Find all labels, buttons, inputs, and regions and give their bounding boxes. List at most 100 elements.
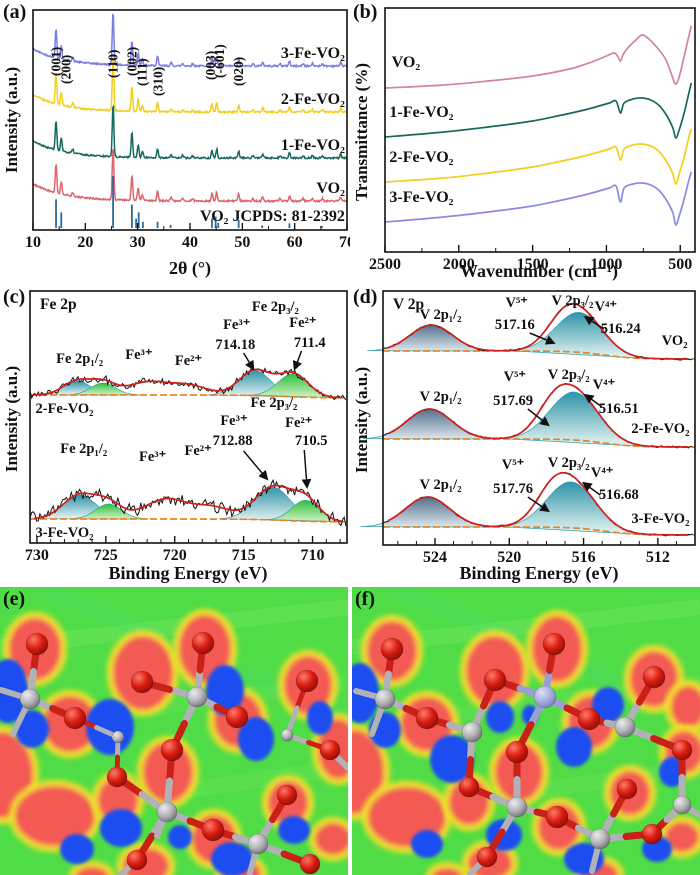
xps-peak-label: Fe²⁺ bbox=[184, 443, 212, 459]
x-tick-label: 512 bbox=[646, 549, 670, 566]
v2p-y-axis-label: Intensity (a.u.) bbox=[352, 366, 372, 474]
xps-peak-label: V 2p₁/₂ bbox=[420, 389, 462, 405]
o-atom bbox=[577, 707, 601, 731]
xps-peak-label: 711.4 bbox=[294, 335, 326, 351]
x-tick-label: 2500 bbox=[369, 256, 401, 273]
xps-peak-label: 710.5 bbox=[295, 433, 328, 449]
fe-atom bbox=[533, 685, 557, 709]
x-tick-label: 524 bbox=[423, 549, 447, 566]
xps-peak-label: V⁴⁺ bbox=[593, 377, 616, 393]
x-tick-label: 500 bbox=[668, 256, 692, 273]
o-atom bbox=[380, 637, 404, 661]
xps-peak-label: V 2p₃/₂ bbox=[548, 455, 590, 471]
o-atom bbox=[295, 669, 319, 693]
xrd-curve-VO₂: VO₂ bbox=[32, 148, 348, 204]
annotation-arrow bbox=[581, 481, 601, 496]
v-atom bbox=[186, 686, 208, 708]
miller-index-label: (-601) bbox=[212, 44, 227, 78]
xps-baseline bbox=[30, 518, 345, 523]
miller-index-label: (020) bbox=[231, 57, 246, 86]
xps-peak-label: Fe³⁺ bbox=[125, 347, 153, 363]
x-tick-label: 40 bbox=[182, 234, 198, 251]
ftir-y-axis-label: Transmittance (%) bbox=[352, 62, 371, 202]
x-tick-label: 1500 bbox=[517, 256, 549, 273]
ftir-curve-2-Fe-VO₂: 2-Fe-VO₂ bbox=[384, 128, 693, 185]
v-atom bbox=[156, 801, 178, 823]
o-atom bbox=[671, 739, 693, 761]
xrd-series-label: VO₂ bbox=[316, 180, 345, 197]
x-tick-label: 520 bbox=[497, 549, 521, 566]
panel-label-a: (a) bbox=[3, 1, 27, 23]
v-atom bbox=[19, 688, 41, 710]
xps-peak-label: V⁵⁺ bbox=[505, 295, 528, 311]
v-atom bbox=[672, 795, 692, 815]
axis: 730 725 720 715 710 bbox=[25, 290, 348, 564]
v-atom bbox=[247, 833, 269, 855]
o-atom bbox=[126, 849, 148, 871]
panel-label-e: (e) bbox=[3, 588, 26, 610]
xps-fitted-peak bbox=[69, 503, 149, 520]
fe2p-x-axis-label: Binding Energy (eV) bbox=[108, 563, 268, 583]
jcpds-sticks: VO₂ JCPDS: 81-2392 bbox=[55, 176, 345, 228]
xrd-series-label: 2-Fe-VO₂ bbox=[281, 91, 345, 108]
annotation-arrow bbox=[529, 332, 556, 345]
xrd-series-label: 3-Fe-VO₂ bbox=[281, 45, 345, 62]
x-tick-label: 60 bbox=[287, 234, 303, 251]
o-atom bbox=[25, 632, 49, 656]
xps-peak-label: V 2p₁/₂ bbox=[420, 477, 462, 493]
xrd-curve-2-Fe-VO₂: 2-Fe-VO₂ bbox=[32, 59, 348, 115]
v-atom bbox=[589, 828, 611, 850]
jcpds-label: VO₂ JCPDS: 81-2392 bbox=[200, 208, 345, 225]
o-atom bbox=[106, 766, 128, 788]
xps-peak-label: Fe³⁺ bbox=[139, 449, 167, 465]
panel-label-b: (b) bbox=[353, 1, 378, 23]
panel-b-ftir: (b) Transmittance (%) VO₂ 1-Fe-VO₂ 2-Fe-VO… bbox=[350, 0, 700, 285]
o-atom bbox=[130, 670, 154, 694]
x-tick-label: 30 bbox=[130, 234, 146, 251]
xps-spectrum-3-Fe-VO₂: V 2p₁/₂ V⁵⁺ 517.76 V 2p₃/₂V⁴⁺ 516.68 3-Fe-VO₂ bbox=[360, 455, 695, 537]
axis: 2500 2000 1500 1000 500 bbox=[369, 7, 696, 273]
xps-region-title: Fe 2p bbox=[40, 296, 77, 313]
x-tick-label: 2000 bbox=[443, 256, 475, 273]
annotation-arrow bbox=[583, 393, 603, 408]
x-tick-label: 20 bbox=[77, 234, 93, 251]
xps-peak-label: 516.68 bbox=[599, 487, 639, 503]
o-atom bbox=[641, 823, 663, 845]
annotation-arrow bbox=[301, 449, 312, 489]
xps-peak-label: Fe 2p₃/₂ bbox=[252, 299, 299, 315]
panel-label-c: (c) bbox=[3, 286, 26, 308]
xps-peak-label: 516.51 bbox=[599, 401, 639, 417]
o-atom bbox=[458, 776, 480, 798]
x-tick-label: 1000 bbox=[590, 256, 622, 273]
charge-density-map-vo2 bbox=[0, 587, 348, 875]
v-atom bbox=[461, 721, 483, 743]
charge-density-map-fe-vo2 bbox=[352, 587, 700, 875]
xps-peak-label: 517.16 bbox=[495, 317, 535, 333]
xps-baseline bbox=[383, 350, 695, 360]
xps-peak-label: Fe³⁺ bbox=[223, 317, 251, 333]
xps-fitted-peak bbox=[65, 382, 141, 396]
o-atom bbox=[319, 739, 341, 761]
xps-peak-label: V 2p₁/₂ bbox=[420, 307, 462, 323]
annotation-arrow bbox=[243, 450, 269, 481]
o-atom bbox=[191, 631, 215, 655]
o-atom bbox=[483, 668, 507, 692]
annotation-arrow bbox=[292, 350, 303, 371]
x-tick-label: 10 bbox=[25, 234, 41, 251]
o-atom bbox=[616, 778, 638, 800]
annotation-arrow bbox=[242, 352, 255, 371]
axis: 524 520 516 512 bbox=[382, 290, 696, 566]
o-atom bbox=[505, 740, 529, 764]
v-atom bbox=[280, 728, 294, 742]
xps-region-title: V 2p bbox=[393, 296, 424, 313]
x-tick-label: 715 bbox=[232, 547, 256, 564]
ftir-curve-VO₂: VO₂ bbox=[384, 25, 693, 89]
xps-spectrum-3-Fe-VO₂: Fe 2p₁/₂ Fe³⁺ Fe²⁺ Fe³⁺ 712.88 Fe 2p₃/₂ Fe²⁺ 71… bbox=[29, 395, 348, 541]
panel-e-charge-density-map-vo2: (e) bbox=[0, 587, 348, 875]
o-atom bbox=[160, 738, 184, 762]
v2p-x-axis-label: Binding Energy (eV) bbox=[459, 563, 619, 583]
xps-envelope-fit bbox=[388, 302, 688, 360]
xps-fitted-peak bbox=[360, 496, 495, 528]
v-atom bbox=[506, 796, 528, 818]
